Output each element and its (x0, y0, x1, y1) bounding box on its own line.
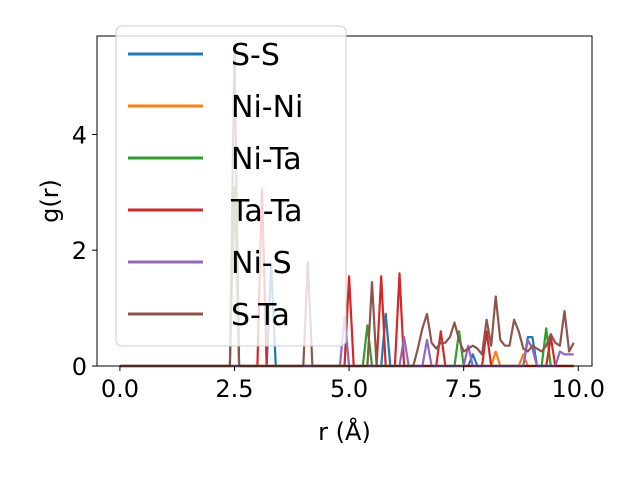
x-axis-label: r (Å) (318, 417, 371, 446)
legend-label: Ta-Ta (230, 194, 303, 229)
y-tick-label: 4 (72, 121, 87, 149)
y-axis: 0 2 4 (72, 121, 97, 381)
legend-label: S-Ta (231, 298, 290, 333)
y-tick-label: 2 (72, 237, 87, 265)
legend-label: Ni-Ta (231, 142, 302, 177)
x-tick-label: 0.0 (101, 375, 139, 403)
legend-label: S-S (231, 38, 280, 73)
x-axis: 0.0 2.5 5.0 7.5 10.0 (101, 366, 605, 403)
x-tick-label: 7.5 (445, 375, 483, 403)
y-tick-label: 0 (72, 353, 87, 381)
legend-label: Ni-Ni (231, 90, 303, 125)
legend: S-S Ni-Ni Ni-Ta Ta-Ta Ni-S S-Ta (115, 25, 347, 347)
x-tick-label: 5.0 (330, 375, 368, 403)
x-tick-label: 2.5 (215, 375, 253, 403)
y-axis-label: g(r) (36, 179, 64, 223)
x-tick-label: 10.0 (552, 375, 605, 403)
legend-label: Ni-S (231, 246, 292, 281)
